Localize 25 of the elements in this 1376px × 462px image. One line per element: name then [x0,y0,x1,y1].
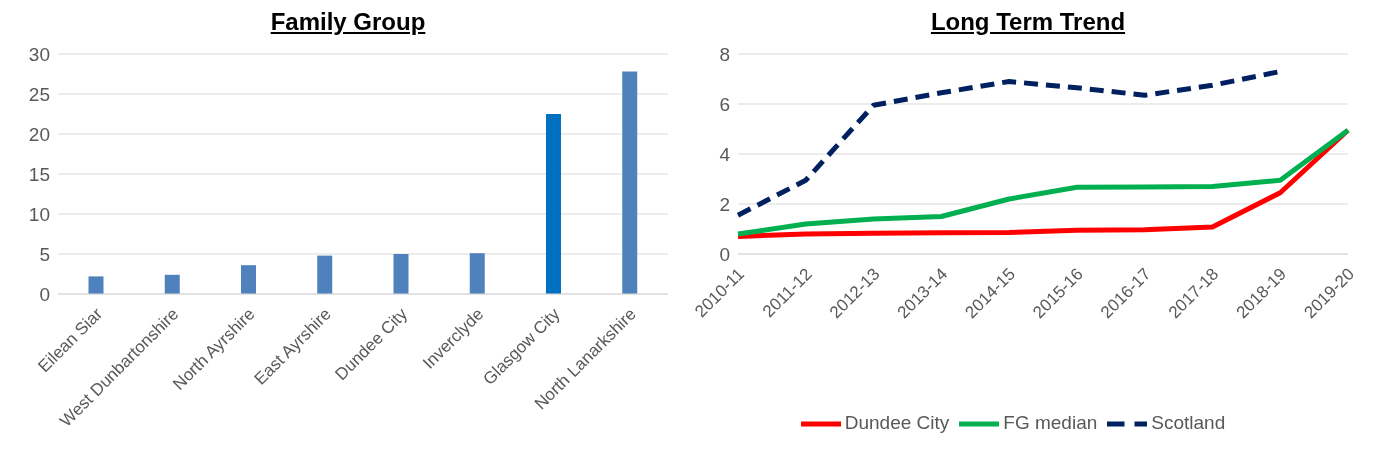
y-tick-label: 15 [28,163,50,185]
y-tick-label: 20 [28,123,50,145]
y-tick-label: 25 [28,83,50,105]
chart-title: Family Group [269,8,427,37]
y-tick-label: 8 [719,43,730,65]
bar [88,276,104,294]
bar [393,254,409,294]
y-tick-label: 2 [719,193,730,215]
bar [241,265,256,294]
legend-label: Dundee City [844,412,950,434]
chart-title: Long Term Trend [929,8,1127,37]
y-tick-label: 4 [719,143,731,165]
y-tick-label: 30 [28,43,50,65]
y-tick-label: 6 [719,93,730,115]
bar [317,255,333,294]
bar [546,114,561,294]
y-tick-label: 5 [39,243,50,265]
y-tick-label: 0 [39,283,50,305]
legend-label: Scotland [1151,412,1226,434]
bar [622,71,638,294]
legend-label: FG median [1003,412,1098,434]
bar [469,253,485,294]
bar [164,274,180,294]
y-tick-label: 10 [28,203,50,225]
y-tick-label: 0 [719,243,730,265]
